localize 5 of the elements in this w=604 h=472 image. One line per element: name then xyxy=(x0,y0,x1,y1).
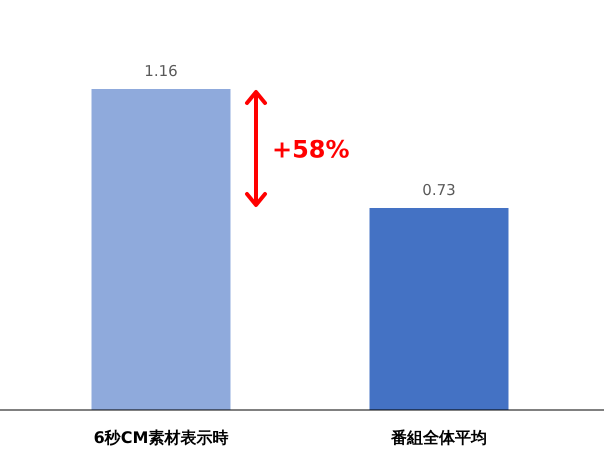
data-label: 0.73 xyxy=(422,180,456,199)
x-tick-label: 番組全体平均 xyxy=(390,428,487,447)
x-tick-label: 6秒CM素材表示時 xyxy=(94,428,228,447)
annotation: +58% xyxy=(272,135,350,164)
data-label: 1.16 xyxy=(144,62,178,80)
